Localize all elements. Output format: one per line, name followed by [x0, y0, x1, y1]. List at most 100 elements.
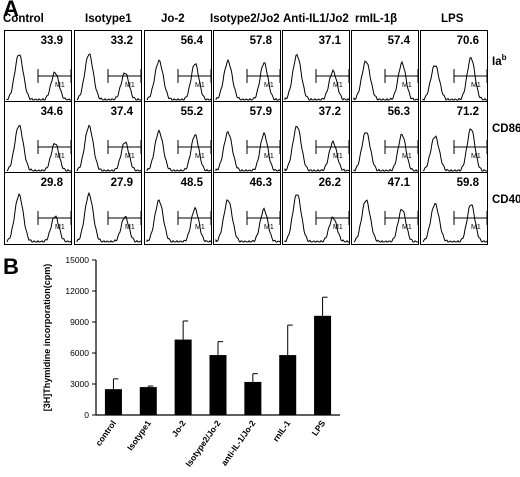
gate-marker	[177, 211, 211, 225]
histogram-curve	[6, 54, 71, 101]
percent-positive-value: 37.1	[318, 35, 341, 47]
percent-positive-value: 47.1	[387, 177, 410, 189]
gate-label: M1	[195, 82, 205, 89]
bar	[279, 355, 297, 415]
gate-marker	[177, 69, 211, 83]
bar	[174, 339, 192, 415]
gate-marker	[37, 69, 71, 83]
gate-marker	[315, 211, 349, 225]
percent-positive-value: 57.8	[249, 35, 272, 47]
percent-positive-value: 33.2	[110, 35, 133, 47]
histogram-curve	[284, 53, 349, 101]
gate-label: M1	[125, 224, 135, 231]
y-tick-label: 9000	[70, 317, 89, 327]
histogram-curve	[6, 193, 71, 243]
bar	[104, 389, 122, 415]
column-header: rmIL-1β	[355, 13, 398, 25]
gate-label: M1	[402, 224, 412, 231]
gate-marker	[107, 140, 141, 154]
gate-label: M1	[55, 153, 65, 160]
gate-label: M1	[402, 153, 412, 160]
percent-positive-value: 59.8	[456, 177, 479, 189]
x-tick-label: Jo-2	[170, 418, 188, 438]
percent-positive-value: 56.4	[180, 35, 203, 47]
gate-label: M1	[471, 224, 481, 231]
histogram-panel: M1 33.2	[74, 30, 142, 103]
marker-label: CD40	[492, 194, 520, 206]
gate-label: M1	[264, 153, 274, 160]
gate-marker	[315, 140, 349, 154]
gate-label: M1	[333, 153, 343, 160]
histogram-panel: M1 57.4	[351, 30, 419, 103]
gate-label: M1	[402, 82, 412, 89]
histogram-curve	[146, 129, 211, 172]
column-header: LPS	[441, 13, 464, 25]
x-tick-label: Isotype1	[125, 418, 153, 452]
percent-positive-value: 29.8	[40, 177, 63, 189]
gate-marker	[37, 211, 71, 225]
histogram-curve	[215, 131, 280, 172]
gate-label: M1	[195, 153, 205, 160]
gate-label: M1	[264, 82, 274, 89]
histogram-curve	[76, 53, 141, 101]
percent-positive-value: 56.3	[387, 106, 410, 118]
column-header: Isotype1	[85, 13, 132, 25]
histogram-panel: M1 70.6	[420, 30, 488, 103]
histogram-curve	[146, 59, 211, 101]
histogram-curve	[284, 125, 349, 172]
percent-positive-value: 57.9	[249, 106, 272, 118]
histogram-curve	[353, 132, 418, 172]
panel-a-letter: A	[3, 0, 19, 21]
histogram-panel: M1 27.9	[74, 172, 142, 245]
gate-marker	[315, 69, 349, 83]
y-axis-title: [3H]Thymidine incorporation(cpm)	[42, 264, 52, 412]
x-tick-label: rnIL-1	[271, 418, 293, 443]
gate-marker	[384, 69, 418, 83]
histogram-curve	[422, 202, 487, 243]
percent-positive-value: 37.2	[318, 106, 341, 118]
percent-positive-value: 46.3	[249, 177, 272, 189]
x-tick-label: anti-IL-1/Jo-2	[219, 418, 258, 467]
percent-positive-value: 57.4	[387, 35, 410, 47]
gate-marker	[246, 211, 280, 225]
x-tick-label: LPS	[310, 418, 328, 438]
gate-label: M1	[333, 82, 343, 89]
column-header: Isotype2/Jo2	[210, 13, 280, 25]
gate-marker	[246, 69, 280, 83]
column-header: Anti-IL1/Jo2	[283, 13, 349, 25]
histogram-panel: M1 55.2	[144, 101, 212, 174]
gate-marker	[384, 140, 418, 154]
y-tick-label: 3000	[70, 379, 89, 389]
marker-label: Iab	[492, 53, 507, 68]
y-tick-label: 0	[84, 410, 89, 420]
gate-marker	[37, 140, 71, 154]
histogram-curve	[422, 128, 487, 172]
gate-marker	[384, 211, 418, 225]
y-tick-label: 12000	[65, 286, 89, 296]
bar	[139, 387, 157, 415]
y-tick-label: 15000	[65, 255, 89, 265]
histogram-panel: M1 46.3	[213, 172, 281, 245]
histogram-curve	[215, 199, 280, 243]
histogram-panel: M1 37.1	[282, 30, 350, 103]
percent-positive-value: 34.6	[40, 106, 63, 118]
percent-positive-value: 55.2	[180, 106, 203, 118]
histogram-curve	[146, 199, 211, 243]
gate-marker	[107, 69, 141, 83]
histogram-panel: M1 33.9	[4, 30, 72, 103]
column-header: Control	[3, 13, 44, 25]
histogram-panel: M1 37.4	[74, 101, 142, 174]
column-header: Jo-2	[161, 13, 185, 25]
histogram-panel: M1 56.4	[144, 30, 212, 103]
histogram-panel: M1 26.2	[282, 172, 350, 245]
histogram-curve	[284, 194, 349, 243]
gate-marker	[453, 140, 487, 154]
thymidine-bar-chart: 0 3000 6000 9000 12000 15000 [3H]Thymidine inc…	[42, 255, 340, 469]
gate-label: M1	[471, 82, 481, 89]
gate-marker	[453, 69, 487, 83]
gate-marker	[177, 140, 211, 154]
histogram-panel: M1 56.3	[351, 101, 419, 174]
y-tick-label: 6000	[70, 348, 89, 358]
gate-label: M1	[333, 224, 343, 231]
percent-positive-value: 71.2	[456, 106, 479, 118]
